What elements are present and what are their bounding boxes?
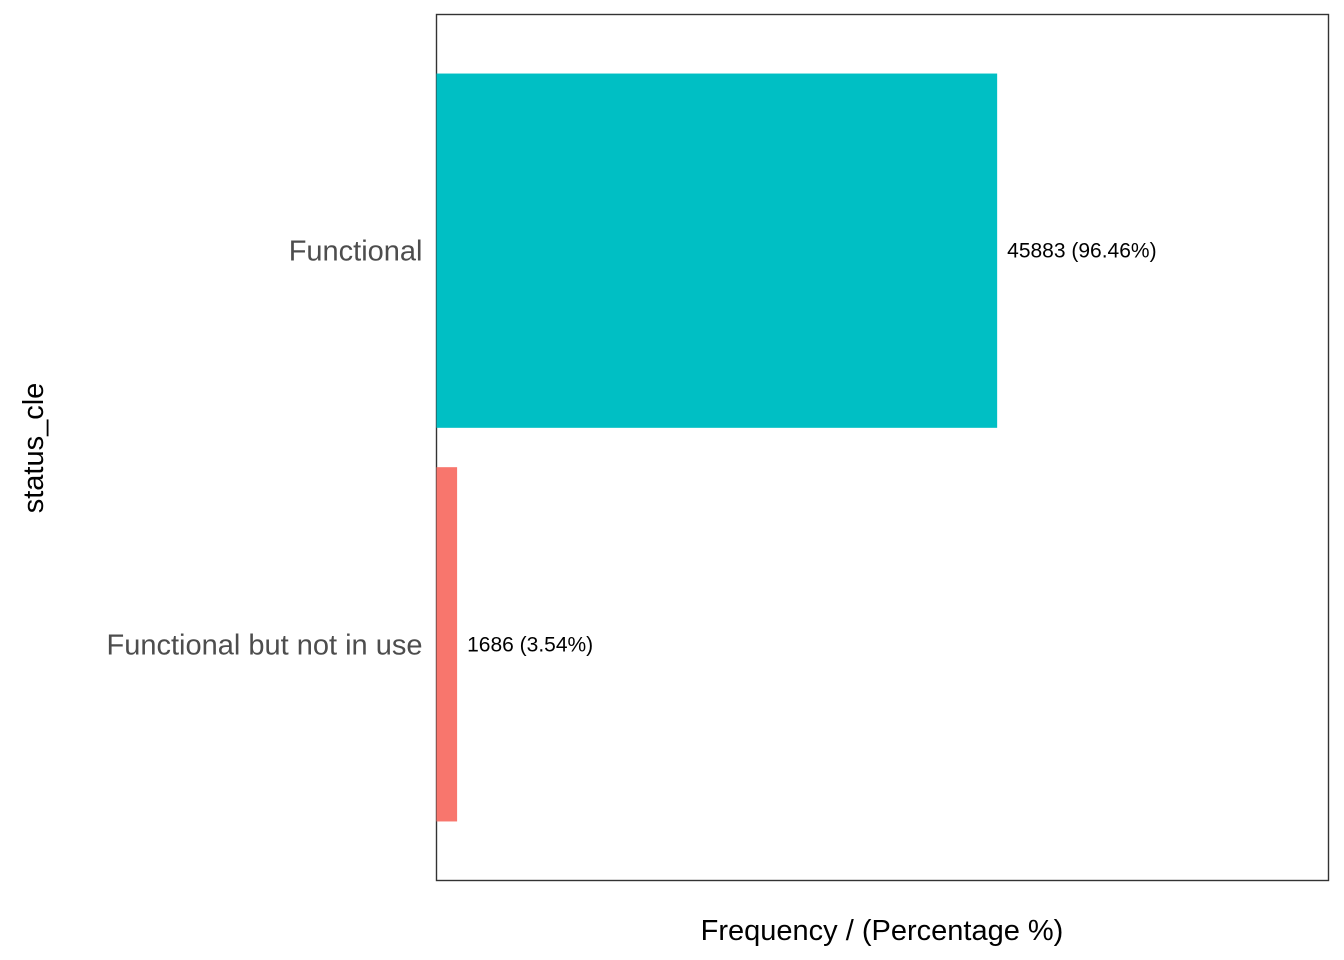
bar-functional-but-not-in-use [436, 467, 458, 822]
bars-layer [436, 73, 998, 822]
data-label-functional-but-not-in-use: 1686 (3.54%) [467, 633, 593, 656]
y-tick-label-functional: Functional [289, 236, 423, 268]
y-tick-labels: Functional Functional but not in use [107, 236, 423, 662]
data-label-functional: 45883 (96.46%) [1007, 240, 1156, 263]
labels-layer: 45883 (96.46%) 1686 (3.54%) [467, 240, 1157, 657]
bar-functional [436, 73, 998, 428]
y-axis-title: status_cle [18, 383, 50, 514]
y-tick-label-functional-but-not-in-use: Functional but not in use [107, 629, 423, 661]
x-axis-title: Frequency / (Percentage %) [701, 915, 1064, 947]
